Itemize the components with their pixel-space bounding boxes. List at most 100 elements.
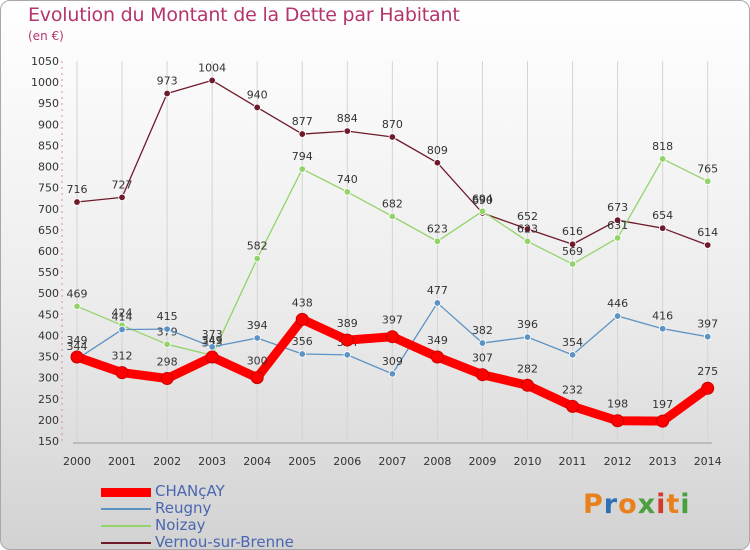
data-label: 382 bbox=[472, 324, 493, 337]
data-label: 809 bbox=[427, 144, 448, 157]
chart-subtitle: (en €) bbox=[28, 29, 64, 43]
series-chan-ay: 349 312 298 349 300 438 389 397 349 307 282 232 198 1… bbox=[67, 296, 718, 428]
logo-letter: t bbox=[666, 489, 681, 520]
data-label: 197 bbox=[652, 398, 673, 411]
data-point bbox=[73, 302, 81, 311]
data-point bbox=[343, 188, 351, 196]
data-point bbox=[433, 159, 442, 167]
x-tick-label: 2012 bbox=[604, 455, 632, 468]
data-point bbox=[475, 368, 489, 382]
y-tick-label: 1050 bbox=[31, 55, 59, 68]
data-point bbox=[521, 378, 534, 392]
x-tick-label: 2013 bbox=[649, 455, 677, 468]
y-tick-label: 200 bbox=[38, 414, 59, 427]
data-label: 349 bbox=[427, 334, 448, 347]
data-label: 275 bbox=[697, 365, 718, 378]
legend-swatch bbox=[101, 488, 151, 497]
data-point bbox=[568, 351, 577, 359]
data-label: 654 bbox=[652, 209, 673, 222]
y-tick-label: 650 bbox=[38, 224, 59, 237]
data-label: 198 bbox=[607, 398, 628, 411]
y-tick-label: 700 bbox=[38, 203, 59, 216]
data-label: 818 bbox=[652, 140, 673, 153]
data-point bbox=[658, 224, 667, 232]
y-tick-label: 250 bbox=[38, 393, 59, 406]
data-label: 397 bbox=[382, 314, 403, 327]
x-tick-label: 2006 bbox=[333, 455, 361, 468]
y-tick-label: 150 bbox=[38, 435, 59, 448]
data-label: 309 bbox=[382, 355, 403, 368]
data-label: 469 bbox=[67, 287, 88, 300]
data-point bbox=[433, 299, 442, 307]
y-tick-label: 600 bbox=[38, 245, 59, 258]
y-tick-label: 500 bbox=[38, 287, 59, 300]
data-point bbox=[118, 325, 126, 334]
data-label: 373 bbox=[202, 328, 223, 341]
data-point bbox=[340, 333, 354, 347]
data-point bbox=[704, 177, 712, 186]
data-point bbox=[388, 370, 397, 378]
data-label: 344 bbox=[67, 340, 88, 353]
y-tick-label: 300 bbox=[38, 372, 59, 385]
data-label: 349 bbox=[67, 334, 88, 347]
data-point bbox=[613, 234, 622, 242]
data-label: 298 bbox=[157, 356, 178, 369]
data-point bbox=[208, 343, 216, 351]
data-label: 973 bbox=[157, 75, 178, 88]
y-tick-label: 400 bbox=[38, 329, 59, 342]
x-tick-label: 2001 bbox=[108, 455, 136, 468]
data-point bbox=[478, 339, 487, 347]
logo-letter: x bbox=[637, 489, 657, 520]
data-point bbox=[523, 225, 532, 233]
data-point bbox=[208, 76, 216, 85]
legend-swatch bbox=[101, 542, 151, 544]
data-point bbox=[250, 371, 264, 385]
data-label: 416 bbox=[652, 310, 673, 323]
series-reugny: 3444144153733943563543094773823963544464… bbox=[67, 284, 718, 378]
data-label: 307 bbox=[472, 352, 493, 365]
chart-title: Evolution du Montant de la Dette par Hab… bbox=[28, 4, 460, 26]
y-tick-label: 850 bbox=[38, 139, 59, 152]
data-point bbox=[523, 237, 532, 245]
data-label: 349 bbox=[202, 334, 223, 347]
data-point bbox=[295, 312, 309, 326]
legend-swatch bbox=[101, 508, 151, 510]
logo-letter: o bbox=[618, 489, 638, 520]
data-point bbox=[566, 399, 580, 413]
data-label: 694 bbox=[472, 192, 493, 205]
data-label: 682 bbox=[382, 197, 403, 210]
data-label: 396 bbox=[517, 318, 538, 331]
data-label: 424 bbox=[112, 306, 133, 319]
data-label: 415 bbox=[157, 310, 178, 323]
data-point bbox=[73, 198, 81, 206]
data-point bbox=[115, 366, 129, 380]
data-label: 394 bbox=[247, 319, 268, 332]
data-label: 765 bbox=[697, 162, 718, 175]
data-point bbox=[613, 312, 622, 320]
y-tick-label: 750 bbox=[38, 182, 59, 195]
data-point bbox=[658, 324, 667, 333]
data-label: 582 bbox=[247, 240, 268, 253]
data-point bbox=[385, 330, 399, 344]
x-tick-label: 2009 bbox=[468, 455, 496, 468]
series-noizay: 4694243793535827947406826236946235696318… bbox=[67, 140, 718, 359]
data-point bbox=[613, 216, 622, 224]
data-point bbox=[253, 334, 261, 342]
logo-letter: i bbox=[680, 489, 691, 520]
data-point bbox=[205, 350, 219, 364]
data-point bbox=[704, 333, 712, 341]
data-label: 716 bbox=[67, 183, 88, 196]
data-point bbox=[478, 207, 487, 216]
data-label: 446 bbox=[607, 297, 628, 310]
data-point bbox=[343, 351, 351, 359]
data-label: 282 bbox=[517, 362, 538, 375]
data-point bbox=[253, 103, 261, 112]
data-label: 740 bbox=[337, 173, 358, 186]
y-tick-label: 950 bbox=[38, 97, 59, 110]
data-point bbox=[343, 127, 351, 135]
data-label: 397 bbox=[697, 318, 718, 331]
data-label: 673 bbox=[607, 201, 628, 214]
data-point bbox=[298, 165, 306, 173]
legend-label: Vernou-sur-Brenne bbox=[155, 533, 294, 550]
